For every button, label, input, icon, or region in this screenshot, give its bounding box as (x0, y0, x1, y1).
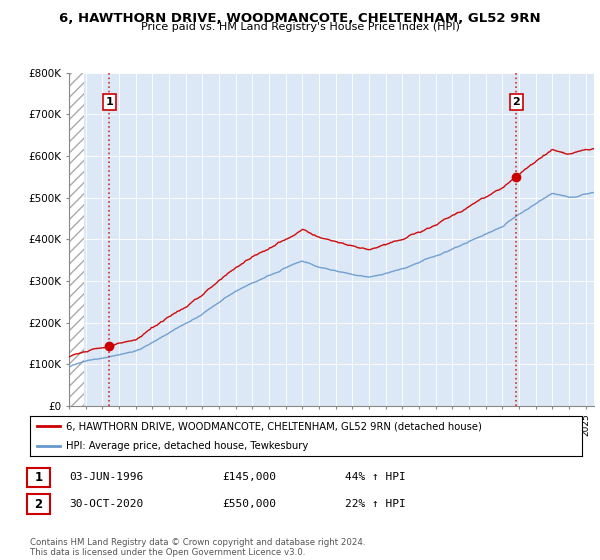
Text: 1: 1 (106, 97, 113, 107)
Text: 30-OCT-2020: 30-OCT-2020 (69, 499, 143, 509)
Text: Contains HM Land Registry data © Crown copyright and database right 2024.
This d: Contains HM Land Registry data © Crown c… (30, 538, 365, 557)
Text: 03-JUN-1996: 03-JUN-1996 (69, 472, 143, 482)
Text: 2: 2 (34, 497, 43, 511)
Text: 22% ↑ HPI: 22% ↑ HPI (345, 499, 406, 509)
Text: Price paid vs. HM Land Registry's House Price Index (HPI): Price paid vs. HM Land Registry's House … (140, 22, 460, 32)
Text: £550,000: £550,000 (222, 499, 276, 509)
Text: 1: 1 (34, 470, 43, 484)
Text: HPI: Average price, detached house, Tewkesbury: HPI: Average price, detached house, Tewk… (66, 441, 308, 451)
Text: 2: 2 (512, 97, 520, 107)
Text: 44% ↑ HPI: 44% ↑ HPI (345, 472, 406, 482)
Text: 6, HAWTHORN DRIVE, WOODMANCOTE, CHELTENHAM, GL52 9RN (detached house): 6, HAWTHORN DRIVE, WOODMANCOTE, CHELTENH… (66, 421, 482, 431)
Text: 6, HAWTHORN DRIVE, WOODMANCOTE, CHELTENHAM, GL52 9RN: 6, HAWTHORN DRIVE, WOODMANCOTE, CHELTENH… (59, 12, 541, 25)
Text: £145,000: £145,000 (222, 472, 276, 482)
Bar (69, 73, 85, 406)
